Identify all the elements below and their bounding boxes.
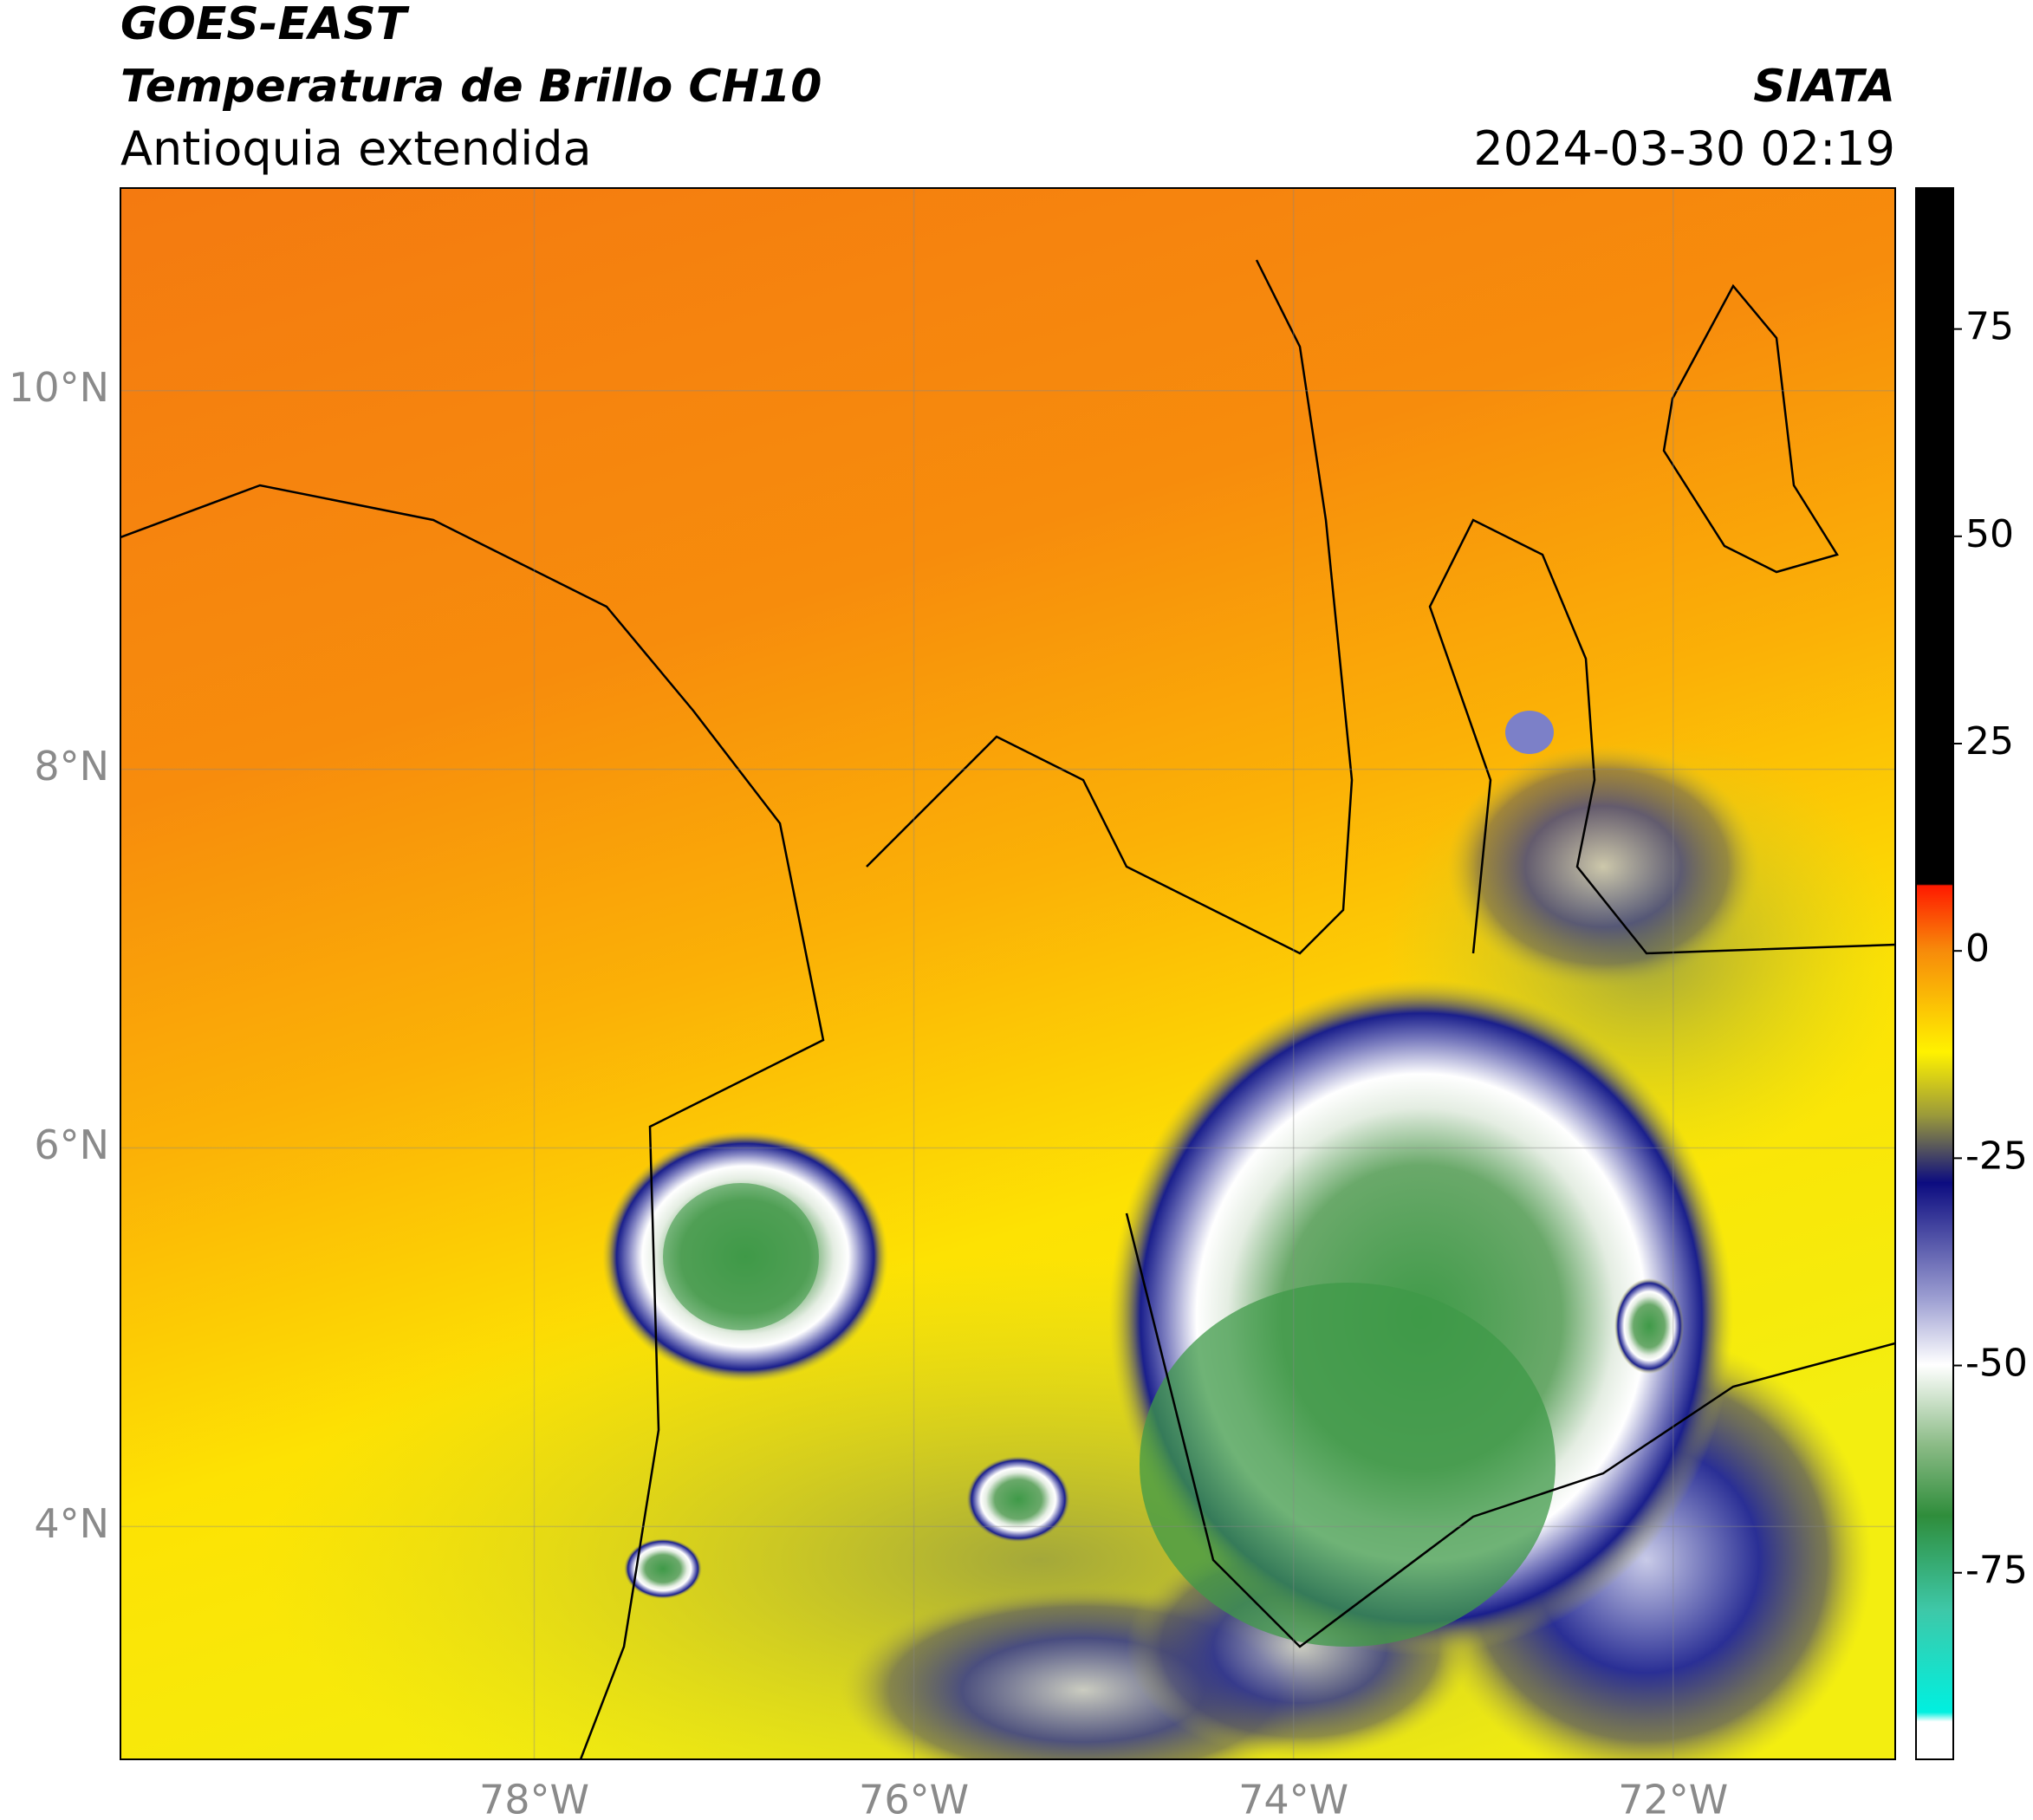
subtitle: Temperatura de Brillo CH10: [120, 61, 822, 113]
y-tick-label: 8°N: [34, 743, 109, 790]
title: GOES-EAST: [120, 0, 410, 50]
y-tick-label: 4°N: [34, 1500, 109, 1547]
colorbar-tick-label: -50: [1965, 1342, 2028, 1386]
x-tick-label: 78°W: [479, 1777, 589, 1820]
x-tick-label: 74°W: [1238, 1777, 1348, 1820]
colorbar-tick-label: 25: [1965, 719, 2014, 764]
x-tick-label: 72°W: [1618, 1777, 1728, 1820]
colorbar: [1915, 187, 1954, 1760]
y-tick-label: 6°N: [34, 1121, 109, 1168]
source: SIATA: [1753, 61, 1895, 113]
satellite-image: [120, 188, 1895, 1759]
x-tick-label: 76°W: [859, 1777, 969, 1820]
y-tick-label: 10°N: [9, 364, 109, 411]
timestamp: 2024-03-30 02:19: [1473, 121, 1895, 176]
map-frame: [120, 187, 1896, 1760]
region: Antioquia extendida: [120, 121, 592, 176]
colorbar-tick-label: -75: [1965, 1549, 2028, 1593]
colorbar-tick-label: 75: [1965, 305, 2014, 349]
colorbar-tick-label: -25: [1965, 1134, 2028, 1178]
colorbar-tick-label: 50: [1965, 512, 2014, 556]
colorbar-tick-label: 0: [1965, 926, 1990, 971]
